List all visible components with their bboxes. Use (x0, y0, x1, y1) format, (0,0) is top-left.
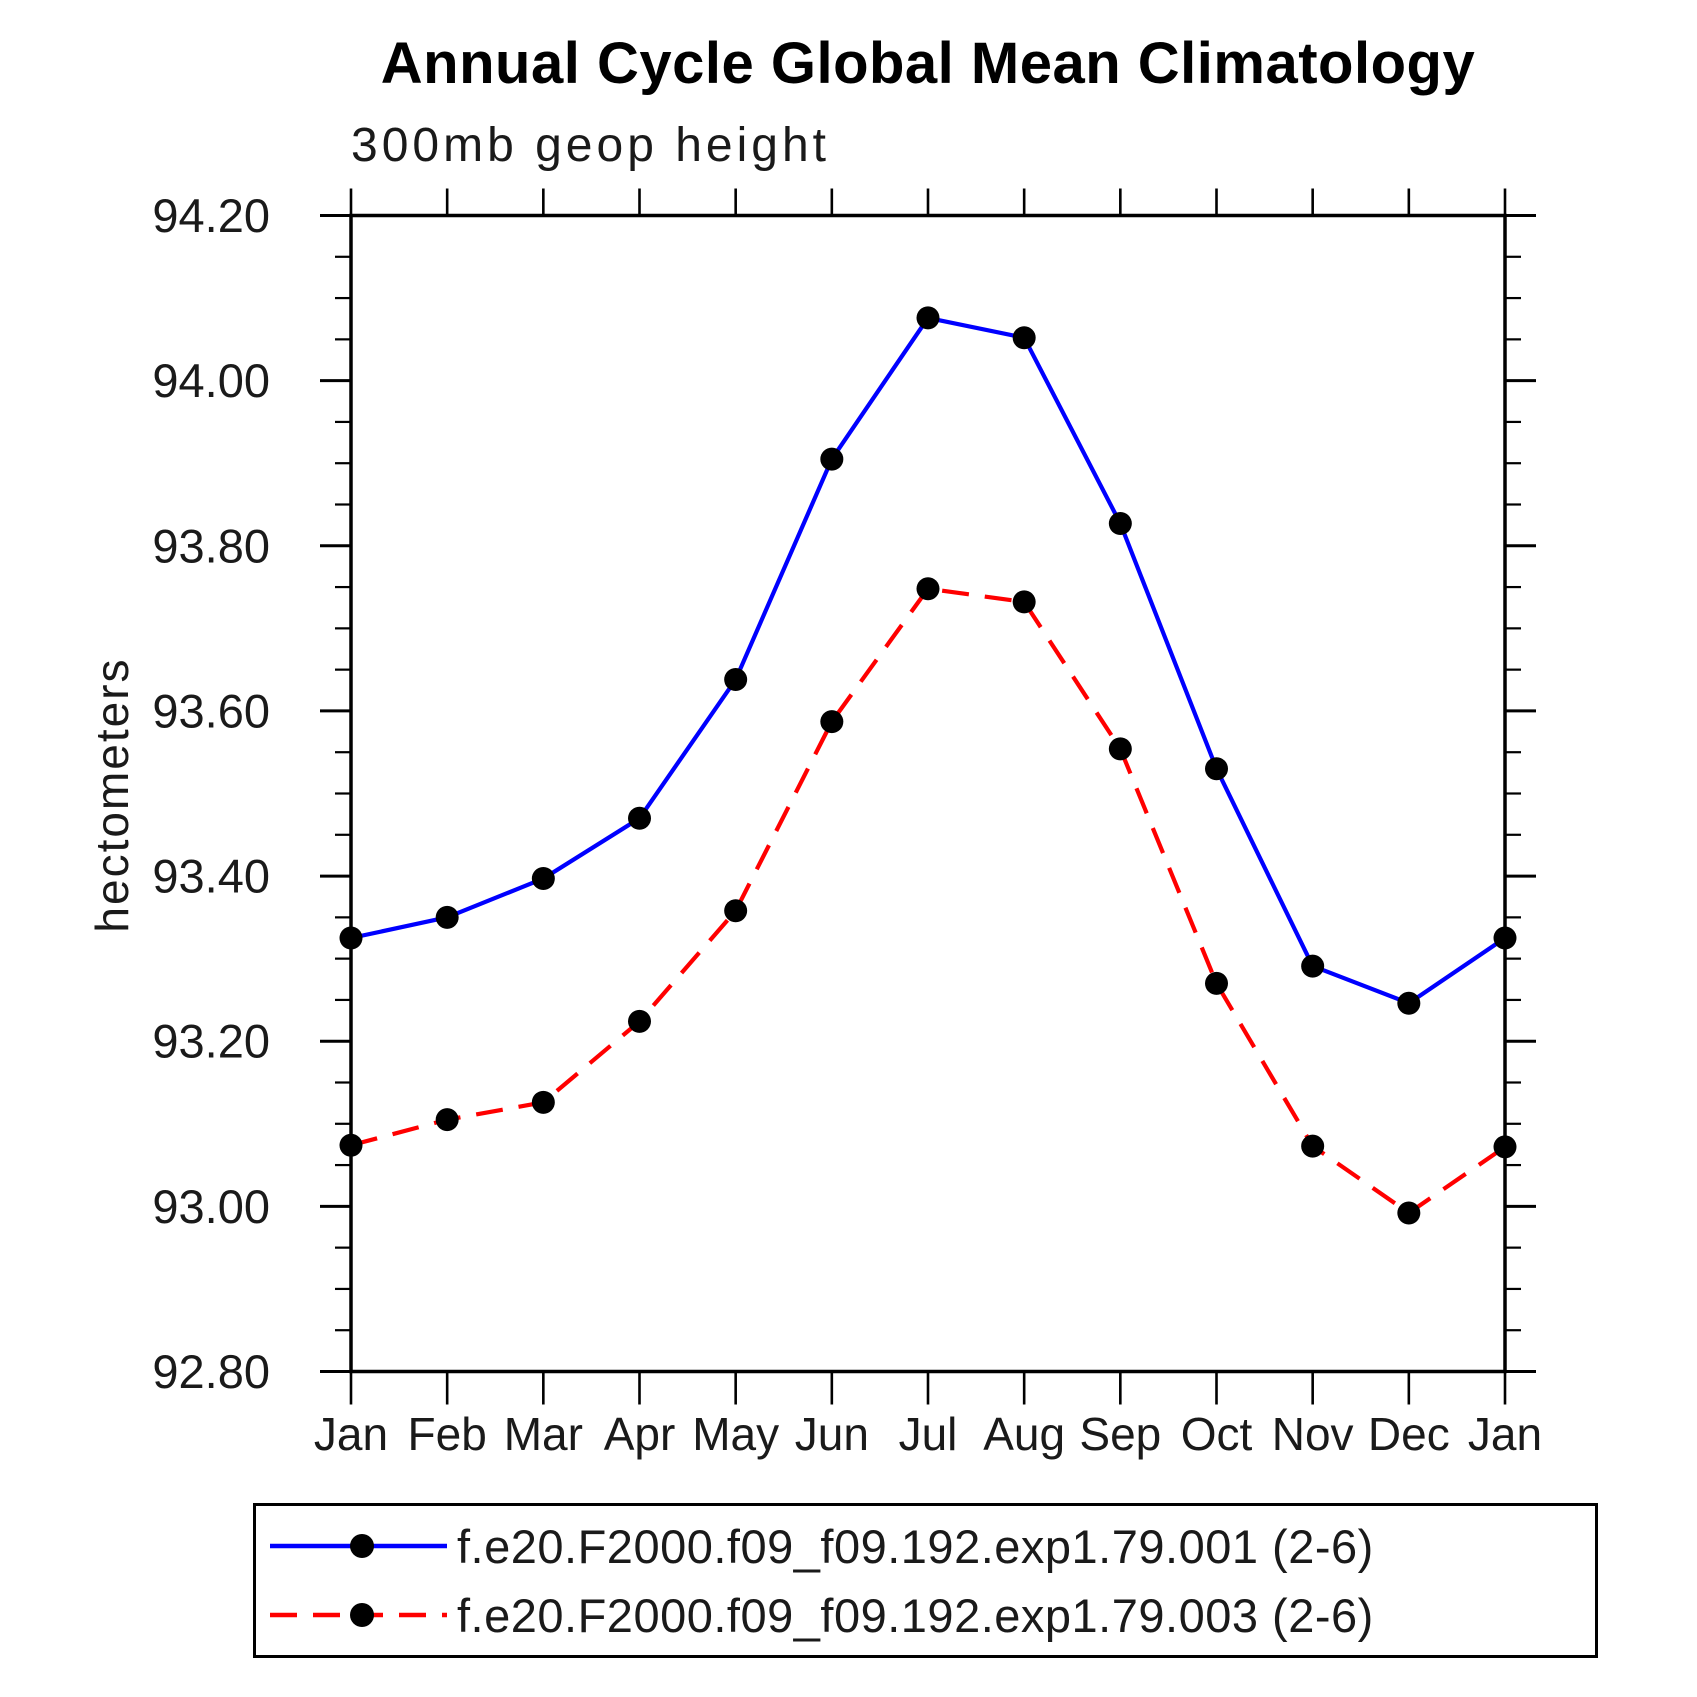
legend-line-sample (270, 1534, 447, 1558)
data-point-marker (1493, 926, 1517, 950)
legend-line-sample (270, 1603, 447, 1627)
x-tick-label: Jun (795, 1408, 869, 1460)
x-tick-label: Jul (899, 1408, 958, 1460)
data-point-marker (1205, 757, 1228, 781)
data-point-marker (435, 1108, 459, 1132)
data-point-marker (724, 668, 748, 692)
y-tick-label: 93.00 (152, 1180, 270, 1233)
data-point-marker (339, 1133, 363, 1157)
data-point-marker (1301, 1134, 1325, 1158)
data-point-marker (1012, 590, 1036, 614)
y-tick-label: 94.00 (152, 354, 270, 407)
y-tick-label: 93.40 (152, 850, 270, 903)
legend-marker (350, 1603, 374, 1627)
data-point-marker (1205, 971, 1228, 995)
x-tick-label: Dec (1368, 1408, 1450, 1460)
y-tick-label: 94.20 (152, 189, 270, 242)
data-point-marker (531, 1090, 555, 1114)
chart-subtitle: 300mb geop height (351, 119, 830, 172)
x-tick-label: Mar (504, 1408, 583, 1460)
x-tick-label: Nov (1272, 1408, 1354, 1460)
legend-row: f.e20.F2000.f09_f09.192.exp1.79.001 (2-6… (266, 1519, 1595, 1574)
y-tick-label: 92.80 (152, 1345, 270, 1398)
legend-label: f.e20.F2000.f09_f09.192.exp1.79.003 (2-6… (457, 1588, 1374, 1642)
y-tick-label: 93.20 (152, 1015, 270, 1068)
x-tick-label: Jan (314, 1408, 388, 1460)
x-tick-label: Apr (604, 1408, 676, 1460)
chart-title: Annual Cycle Global Mean Climatology (380, 31, 1476, 96)
data-point-marker (916, 306, 940, 330)
data-point-marker (435, 905, 459, 929)
data-point-marker (1397, 1201, 1421, 1225)
x-tick-label: Oct (1181, 1408, 1253, 1460)
data-point-marker (724, 899, 748, 923)
data-point-marker (339, 926, 363, 950)
data-point-marker (1397, 991, 1421, 1015)
x-tick-label: Jan (1468, 1408, 1542, 1460)
data-point-marker (1108, 511, 1132, 535)
series-line-1 (350, 586, 1507, 1216)
data-point-marker (820, 710, 844, 734)
data-point-marker (1301, 954, 1325, 978)
data-point-marker (628, 1009, 651, 1033)
data-point-marker (531, 867, 555, 891)
plot-frame (349, 213, 1507, 1374)
data-point-marker (1012, 326, 1036, 350)
data-point-marker (916, 577, 940, 601)
legend-row: f.e20.F2000.f09_f09.192.exp1.79.003 (2-6… (266, 1588, 1595, 1643)
data-point-marker (1493, 1135, 1517, 1159)
x-tick-label: Aug (983, 1408, 1065, 1460)
x-tick-label: May (692, 1408, 779, 1460)
y-tick-label: 93.80 (152, 519, 270, 572)
legend-box: f.e20.F2000.f09_f09.192.exp1.79.001 (2-6… (253, 1503, 1598, 1658)
series-line-0 (350, 315, 1507, 1006)
x-tick-label: Feb (408, 1408, 487, 1460)
x-tick-label: Sep (1079, 1408, 1161, 1460)
legend-label: f.e20.F2000.f09_f09.192.exp1.79.001 (2-6… (457, 1519, 1374, 1573)
data-point-marker (628, 806, 651, 830)
legend-marker (350, 1534, 374, 1558)
data-point-marker (820, 447, 844, 471)
data-point-marker (1108, 737, 1132, 761)
y-tick-label: 93.60 (152, 684, 270, 737)
